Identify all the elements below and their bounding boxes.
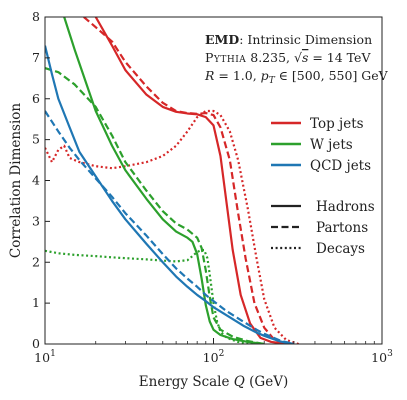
- y-tick-label: 4: [32, 173, 40, 188]
- x-tick-label: 103: [371, 349, 393, 365]
- legend-label-w-jets: W jets: [310, 137, 353, 153]
- annotation-generator: Pythia 8.235, √s = 14 TeV: [205, 50, 371, 65]
- legend-jets: Top jets W jets QCD jets: [271, 116, 371, 174]
- annotation-title: EMD: Intrinsic Dimension: [205, 32, 372, 47]
- y-axis-label: Correlation Dimension: [8, 103, 24, 259]
- y-tick-label: 6: [32, 91, 40, 106]
- x-axis-label: Energy Scale Q (GeV): [139, 374, 288, 390]
- series-line-top-jets-partons: [83, 17, 290, 344]
- axes-layer: 0 1 2 3 4 5 6 7 8 101 102 103: [32, 9, 393, 365]
- annotation-cuts: R = 1.0, pT ∈ [500, 550] GeV: [204, 68, 389, 86]
- info-annotation: EMD: Intrinsic Dimension Pythia 8.235, √…: [204, 32, 389, 86]
- y-tick-label: 8: [32, 9, 40, 24]
- y-tick-label: 5: [32, 132, 40, 147]
- y-tick-label: 3: [32, 213, 40, 228]
- y-tick-label: 0: [32, 336, 40, 351]
- series-line-top-jets-decays: [45, 109, 299, 344]
- series-line-w-jets-decays: [45, 248, 257, 344]
- legend-label-decays: Decays: [316, 241, 365, 257]
- legend-levels: Hadrons Partons Decays: [271, 199, 375, 257]
- y-tick-label: 2: [32, 254, 40, 269]
- series-layer: [45, 17, 299, 344]
- y-tick-label: 1: [32, 295, 40, 310]
- series-line-qcd-jets-hadrons: [45, 45, 295, 344]
- series-line-qcd-jets-partons: [45, 110, 295, 344]
- legend-label-partons: Partons: [316, 220, 368, 236]
- series-line-w-jets-hadrons: [63, 17, 265, 344]
- plot-frame: [44, 16, 383, 345]
- legend-label-hadrons: Hadrons: [316, 199, 375, 215]
- x-tick-label: 102: [203, 349, 225, 365]
- x-tick-label: 101: [34, 349, 56, 365]
- legend-label-qcd-jets: QCD jets: [310, 158, 371, 174]
- y-tick-label: 7: [32, 50, 40, 65]
- legend-label-top-jets: Top jets: [310, 116, 364, 132]
